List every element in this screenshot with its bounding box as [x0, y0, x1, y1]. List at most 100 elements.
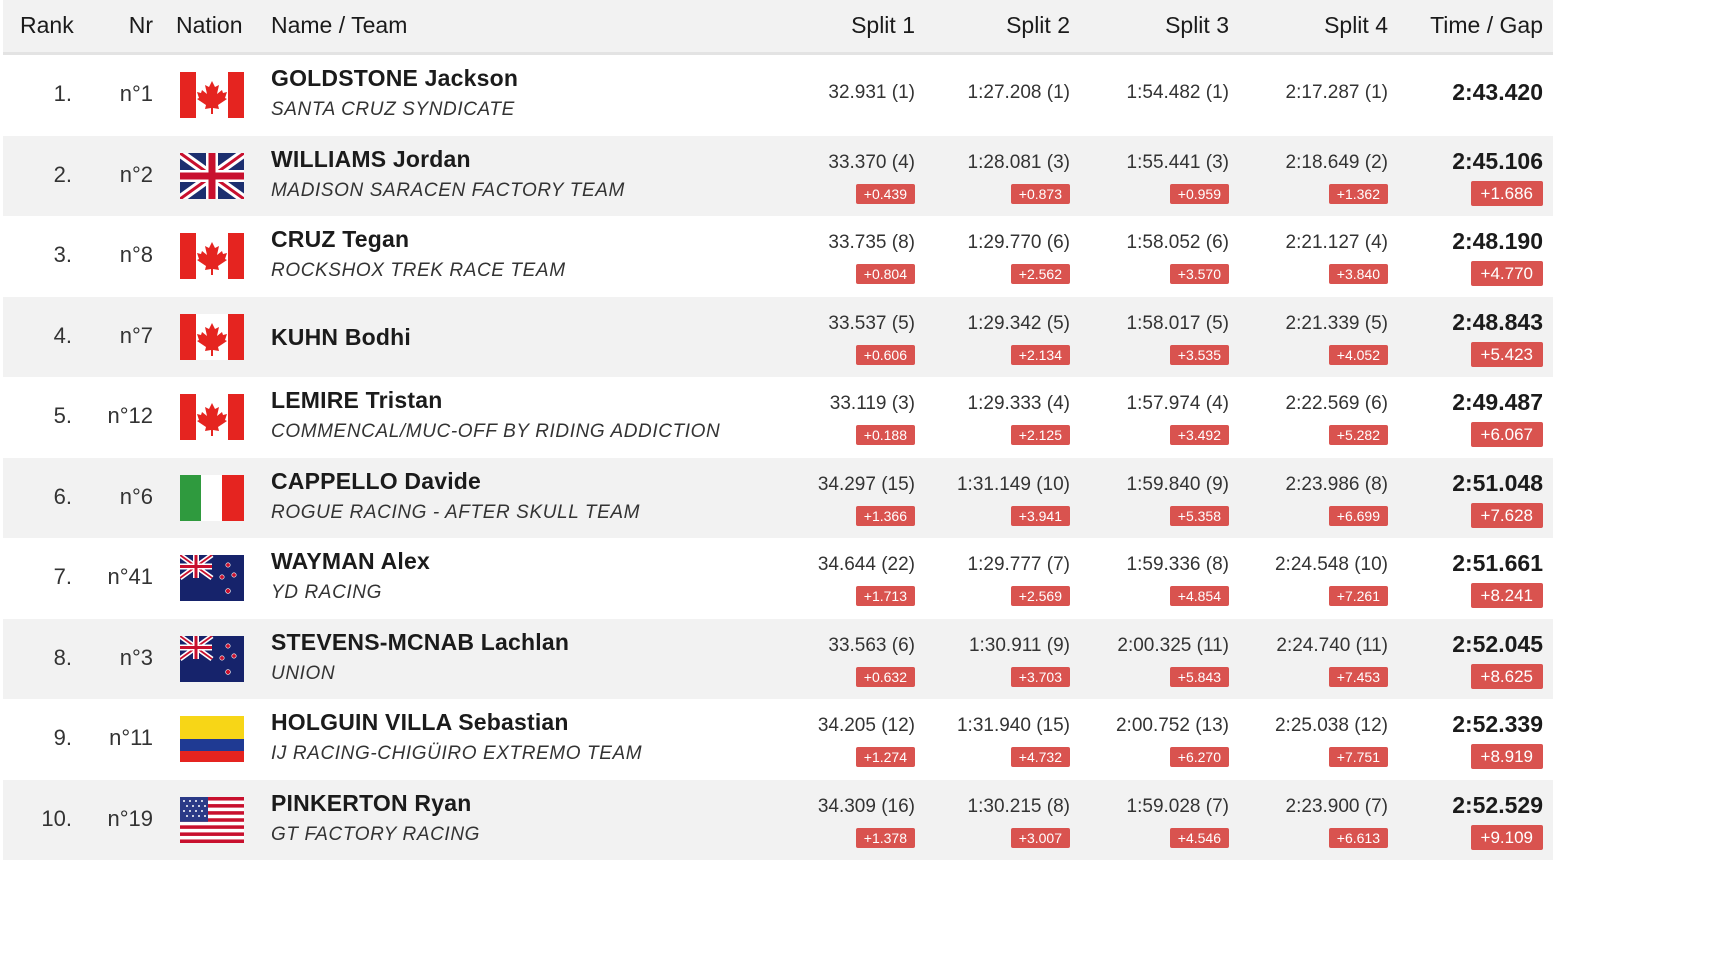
- split-2: 1:30.215 (8) +3.007: [910, 780, 1070, 860]
- split-time: 1:58.052 (6): [1126, 232, 1229, 253]
- header-nr[interactable]: Nr: [128, 12, 153, 38]
- rider-name[interactable]: LEMIRE Tristan: [271, 387, 443, 413]
- table-row[interactable]: 5. n°12 LEMIRE Tristan COMMENCAL/MUC-OFF BY…: [3, 377, 1553, 458]
- header-split-2[interactable]: Split 2: [1006, 12, 1070, 38]
- header-rank[interactable]: Rank: [20, 12, 74, 38]
- rider-name[interactable]: WILLIAMS Jordan: [271, 145, 471, 172]
- split-gap-badge: +1.378: [855, 827, 915, 848]
- new-zealand-flag-icon: [180, 555, 244, 601]
- time-gap-badge: +7.628: [1470, 502, 1543, 528]
- colombia-flag-icon: [180, 716, 244, 762]
- split-gap-badge: +4.732: [1010, 747, 1070, 767]
- rider-name[interactable]: CAPPELLO Davide: [271, 467, 482, 494]
- split-time: 2:21.339 (5): [1285, 312, 1388, 334]
- split-time: 2:25.038 (12): [1274, 715, 1388, 736]
- header-nation[interactable]: Nation: [176, 12, 243, 38]
- rider-name[interactable]: KUHN Bodhi: [271, 323, 411, 350]
- split-3: 1:54.482 (1): [1069, 55, 1229, 135]
- split-time: 1:59.336 (8): [1126, 554, 1229, 575]
- split-time: 2:00.752 (13): [1115, 715, 1229, 736]
- header-name-team[interactable]: Name / Team: [271, 12, 408, 38]
- team-name: YD RACING: [271, 582, 382, 603]
- split-gap-badge: +2.134: [1010, 344, 1070, 365]
- split-time: 2:00.325 (11): [1117, 634, 1229, 656]
- time-gap: 2:52.339 +8.919: [1393, 699, 1543, 779]
- split-4: 2:22.569 (6) +5.282: [1228, 377, 1388, 457]
- rider-name[interactable]: WAYMAN Alex: [271, 548, 430, 574]
- table-row[interactable]: 3. n°8 CRUZ Tegan ROCKSHOX TREK RACE TEAM 33…: [3, 216, 1553, 297]
- split-1: 32.931 (1): [755, 55, 915, 135]
- time-gap-badge: +4.770: [1470, 261, 1543, 286]
- split-4: 2:21.127 (4) +3.840: [1228, 216, 1388, 296]
- bib-number: n°41: [107, 564, 153, 589]
- rider-name[interactable]: CRUZ Tegan: [271, 226, 410, 252]
- time-gap-badge: +6.067: [1470, 422, 1543, 447]
- canada-flag-icon: [180, 394, 244, 440]
- split-gap-badge: +0.439: [855, 183, 915, 204]
- split-2: 1:31.149 (10) +3.941: [910, 458, 1070, 538]
- split-time: 1:59.028 (7): [1126, 795, 1229, 817]
- split-gap-badge: +2.562: [1010, 264, 1070, 284]
- bib-number: n°1: [119, 81, 153, 106]
- rider-name[interactable]: HOLGUIN VILLA Sebastian: [271, 709, 569, 735]
- table-header: Rank Nr Nation Name / Team Split 1 Split…: [3, 0, 1553, 55]
- split-3: 2:00.325 (11) +5.843: [1069, 619, 1229, 699]
- split-4: 2:21.339 (5) +4.052: [1228, 297, 1388, 377]
- split-time: 1:59.840 (9): [1126, 473, 1229, 495]
- split-time: 1:29.342 (5): [967, 312, 1070, 334]
- split-gap-badge: +2.569: [1010, 586, 1070, 606]
- split-1: 33.537 (5) +0.606: [755, 297, 915, 377]
- rank: 8.: [53, 644, 72, 670]
- split-gap-badge: +3.492: [1169, 425, 1229, 445]
- split-1: 34.297 (15) +1.366: [755, 458, 915, 538]
- split-4: 2:18.649 (2) +1.362: [1228, 136, 1388, 216]
- split-gap-badge: +0.873: [1010, 183, 1070, 204]
- split-3: 1:59.028 (7) +4.546: [1069, 780, 1229, 860]
- table-row[interactable]: 1. n°1 GOLDSTONE Jackson SANTA CRUZ SYNDICA…: [3, 55, 1553, 136]
- rider-name[interactable]: PINKERTON Ryan: [271, 789, 472, 816]
- bib-number: n°7: [119, 322, 153, 348]
- header-time-gap[interactable]: Time / Gap: [1430, 12, 1543, 38]
- split-1: 33.370 (4) +0.439: [755, 136, 915, 216]
- team-name: GT FACTORY RACING: [271, 823, 481, 845]
- time-gap-badge: +8.919: [1470, 744, 1543, 769]
- rider-name[interactable]: GOLDSTONE Jackson: [271, 65, 519, 91]
- split-time: 1:27.208 (1): [967, 82, 1070, 103]
- split-4: 2:24.740 (11) +7.453: [1228, 619, 1388, 699]
- split-gap-badge: +4.052: [1328, 344, 1388, 365]
- table-row[interactable]: 6. n°6 CAPPELLO Davide ROGUE RACING - AFTER…: [3, 457, 1553, 538]
- table-row[interactable]: 10. n°19 PINKERTON Ryan GT FACTORY RACING 34…: [3, 779, 1553, 860]
- header-split-4[interactable]: Split 4: [1324, 12, 1388, 38]
- bib-number: n°8: [119, 242, 153, 267]
- split-gap-badge: +5.282: [1328, 425, 1388, 445]
- split-time: 2:21.127 (4): [1285, 232, 1388, 253]
- bib-number: n°3: [119, 644, 153, 670]
- time-gap-badge: +8.241: [1470, 583, 1543, 608]
- table-row[interactable]: 8. n°3 STEVENS-MCNAB Lachlan UNION 33.563 (6…: [3, 618, 1553, 699]
- split-time: 1:54.482 (1): [1126, 82, 1229, 103]
- split-gap-badge: +1.713: [855, 586, 915, 606]
- split-gap-badge: +5.843: [1169, 666, 1229, 687]
- table-row[interactable]: 7. n°41 WAYMAN Alex YD RACING 34.644 (22) +1.…: [3, 538, 1553, 619]
- table-row[interactable]: 4. n°7 KUHN Bodhi 33.537 (5) +0.606 1:29.342 …: [3, 296, 1553, 377]
- split-gap-badge: +7.453: [1328, 666, 1388, 687]
- split-time: 1:57.974 (4): [1126, 393, 1229, 414]
- split-3: 1:58.052 (6) +3.570: [1069, 216, 1229, 296]
- split-3: 1:55.441 (3) +0.959: [1069, 136, 1229, 216]
- team-name: UNION: [271, 662, 336, 684]
- table-row[interactable]: 2. n°2 WILLIAMS Jordan MADISON SARACEN FACT…: [3, 135, 1553, 216]
- rider-name[interactable]: STEVENS-MCNAB Lachlan: [271, 628, 570, 655]
- header-split-1[interactable]: Split 1: [851, 12, 915, 38]
- team-name: COMMENCAL/MUC-OFF BY RIDING ADDICTION: [271, 421, 721, 442]
- split-time: 1:29.777 (7): [967, 554, 1070, 575]
- final-time: 2:49.487: [1452, 389, 1543, 415]
- header-split-3[interactable]: Split 3: [1165, 12, 1229, 38]
- split-gap-badge: +7.261: [1328, 586, 1388, 606]
- split-gap-badge: +3.007: [1010, 827, 1070, 848]
- team-name: ROCKSHOX TREK RACE TEAM: [271, 260, 566, 281]
- split-time: 33.537 (5): [828, 312, 915, 334]
- split-time: 2:17.287 (1): [1285, 82, 1388, 103]
- split-time: 1:55.441 (3): [1126, 151, 1229, 173]
- time-gap: 2:45.106 +1.686: [1393, 136, 1543, 216]
- table-row[interactable]: 9. n°11 HOLGUIN VILLA Sebastian IJ RACING-C…: [3, 699, 1553, 780]
